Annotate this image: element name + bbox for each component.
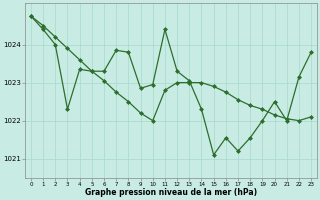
X-axis label: Graphe pression niveau de la mer (hPa): Graphe pression niveau de la mer (hPa) [85, 188, 257, 197]
